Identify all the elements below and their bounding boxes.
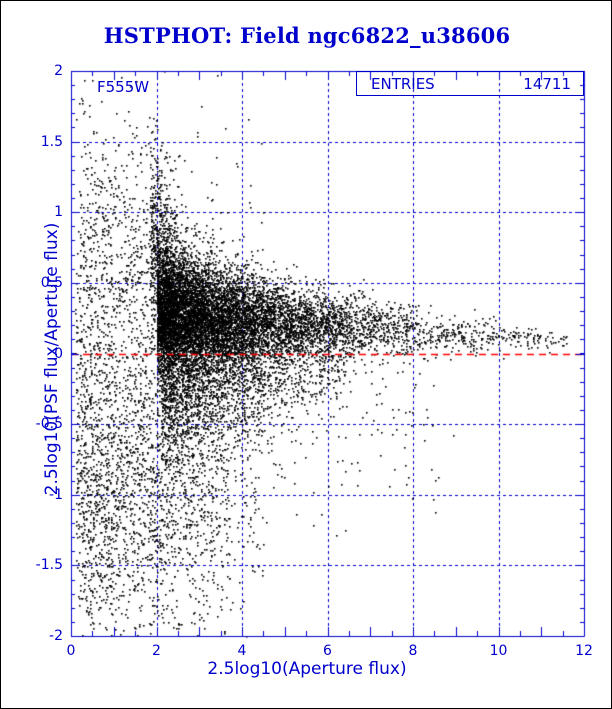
- x-tick-label: 12: [575, 643, 593, 659]
- x-tick-label: 6: [323, 643, 332, 659]
- y-tick-label: -2: [49, 628, 63, 644]
- filter-label: F555W: [97, 78, 150, 96]
- stats-entries-value: 14711: [523, 75, 571, 93]
- y-tick-label: 1.5: [40, 133, 63, 150]
- y-tick-label: 0.5: [40, 274, 63, 291]
- x-tick-label: 10: [489, 643, 508, 659]
- x-tick-label: 2: [152, 643, 161, 659]
- y-tick-label: 2: [54, 63, 63, 79]
- y-tick-label: -1: [49, 486, 63, 503]
- stats-box: ENTRIES 14711: [356, 71, 584, 96]
- page-title: HSTPHOT: Field ngc6822_u38606: [103, 23, 511, 48]
- x-axis-title: 2.5log10(Aperture flux): [207, 659, 407, 679]
- stats-entries-label: ENTRIES: [371, 75, 435, 93]
- x-tick-label: 0: [66, 643, 76, 659]
- y-tick-label: 1: [54, 204, 63, 221]
- x-tick-label: 8: [408, 643, 418, 659]
- y-tick-label: 0: [54, 345, 63, 362]
- x-tick-label: 4: [237, 643, 247, 659]
- y-tick-label: -1.5: [35, 557, 63, 574]
- y-tick-label: -0.5: [35, 416, 63, 433]
